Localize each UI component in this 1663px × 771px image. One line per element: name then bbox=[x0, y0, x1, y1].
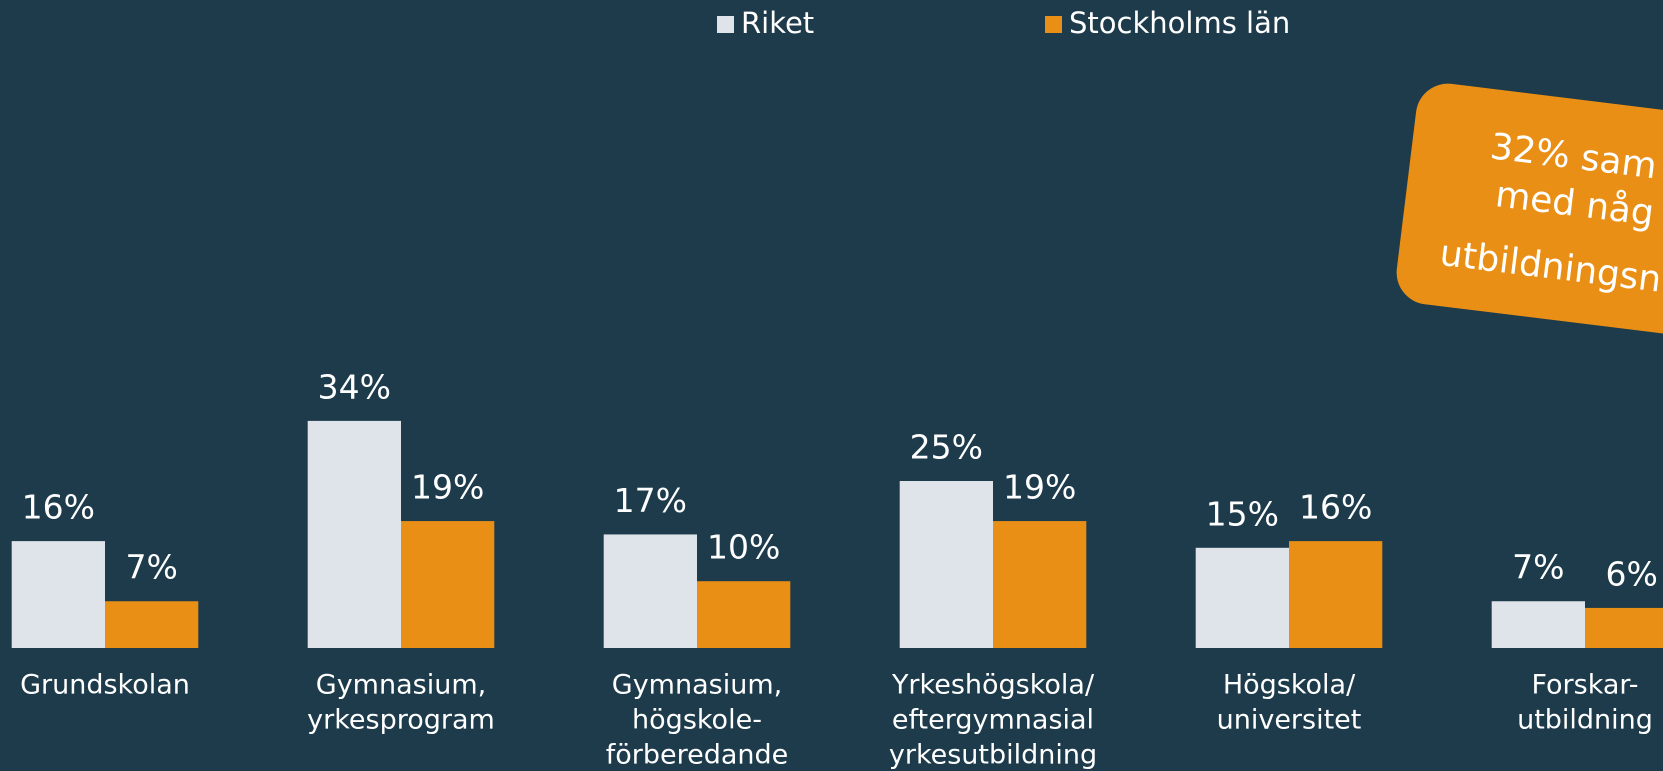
value-label: 7% bbox=[1512, 548, 1564, 587]
x-tick-label: yrkesprogram bbox=[307, 705, 495, 736]
bar bbox=[1491, 601, 1585, 648]
x-tick-label: universitet bbox=[1217, 705, 1362, 736]
legend-swatch bbox=[717, 16, 734, 33]
value-label: 6% bbox=[1605, 554, 1657, 593]
value-label: 17% bbox=[614, 481, 687, 520]
x-tick-label: eftergymnasial bbox=[892, 705, 1094, 736]
bar bbox=[1289, 541, 1383, 648]
x-tick-label: Gymnasium, bbox=[316, 670, 486, 701]
x-tick-label: Gymnasium, bbox=[612, 670, 782, 701]
x-tick-label: högskole- bbox=[632, 705, 762, 736]
bar bbox=[899, 481, 993, 648]
bar bbox=[1585, 607, 1663, 648]
x-tick-label: yrkesutbildning bbox=[889, 740, 1097, 771]
x-tick-label: utbildning bbox=[1517, 705, 1653, 736]
x-tick-label: Grundskolan bbox=[20, 670, 190, 701]
legend-swatch bbox=[1045, 16, 1062, 33]
value-label: 7% bbox=[125, 548, 177, 587]
bar bbox=[11, 541, 106, 648]
value-label: 16% bbox=[22, 488, 95, 527]
bar bbox=[697, 581, 791, 648]
legend-label: Riket bbox=[741, 6, 814, 40]
x-tick-label: Yrkeshögskola/ bbox=[891, 670, 1095, 701]
bar bbox=[1195, 547, 1289, 648]
bar bbox=[993, 521, 1087, 648]
value-label: 34% bbox=[318, 367, 391, 406]
bar bbox=[401, 521, 495, 648]
value-label: 25% bbox=[910, 428, 983, 467]
x-tick-label: Högskola/ bbox=[1223, 670, 1356, 701]
value-label: 19% bbox=[1003, 468, 1076, 507]
legend-label: Stockholms län bbox=[1069, 6, 1290, 40]
bar bbox=[105, 601, 199, 648]
x-tick-label: förberedande bbox=[606, 740, 789, 771]
value-label: 19% bbox=[411, 468, 484, 507]
value-label: 15% bbox=[1206, 494, 1279, 533]
callout-box bbox=[1396, 83, 1663, 361]
bar bbox=[603, 534, 697, 648]
x-tick-label: Forskar- bbox=[1531, 670, 1638, 701]
value-label: 16% bbox=[1299, 488, 1372, 527]
value-label: 10% bbox=[707, 528, 780, 567]
bar bbox=[307, 420, 401, 648]
